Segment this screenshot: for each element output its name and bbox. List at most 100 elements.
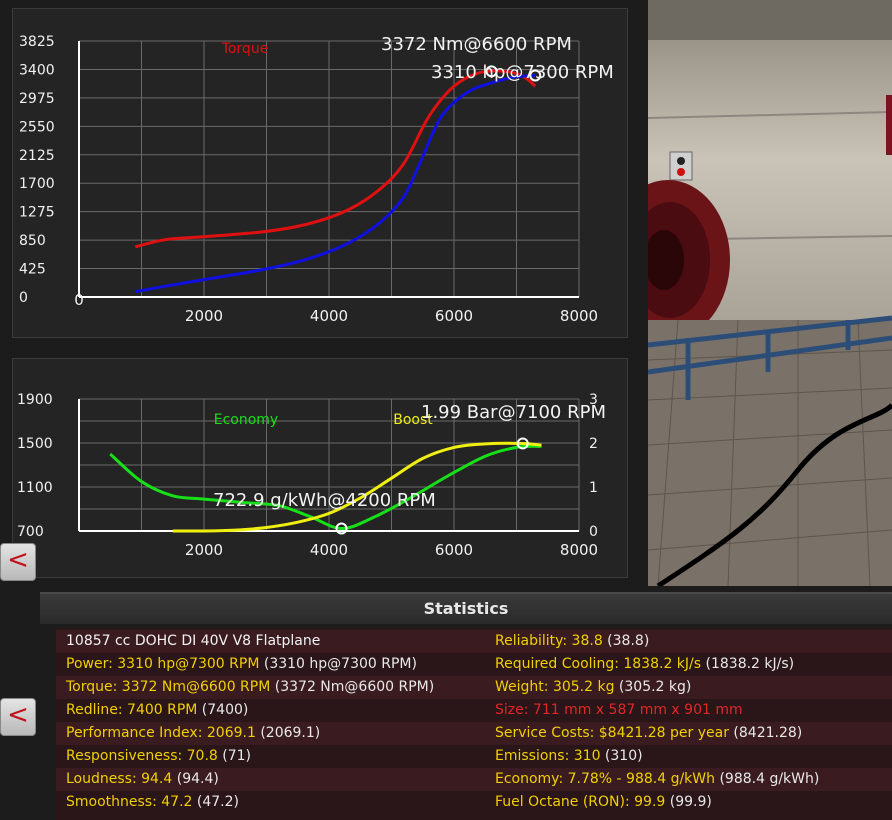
stat-base-value: (38.8) bbox=[602, 633, 650, 649]
stat-row-stripe bbox=[56, 676, 892, 699]
stat-value: Redline: 7400 RPM bbox=[66, 702, 198, 718]
y2-tick-label: 1 bbox=[589, 480, 598, 496]
series-line-power bbox=[134, 73, 536, 294]
x-tick-label: 2000 bbox=[185, 541, 223, 559]
stat-base-value: (2069.1) bbox=[255, 725, 321, 741]
stat-value: Service Costs: $8421.28 per year bbox=[495, 725, 729, 741]
series-line-torque bbox=[134, 69, 537, 249]
stat-value: Loudness: 94.4 bbox=[66, 771, 173, 787]
stat-item: Power: 3310 hp@7300 RPM (3310 hp@7300 RP… bbox=[66, 653, 417, 676]
stat-item: Responsiveness: 70.8 (71) bbox=[66, 745, 251, 768]
stat-row-stripe bbox=[56, 791, 892, 814]
stat-value: Power: 3310 hp@7300 RPM bbox=[66, 656, 260, 672]
stat-base-value: (99.9) bbox=[665, 794, 712, 810]
stat-value: 10857 cc DOHC DI 40V V8 Flatplane bbox=[66, 633, 321, 649]
x-tick-label: 8000 bbox=[560, 541, 598, 559]
stat-value: Required Cooling: 1838.2 kJ/s bbox=[495, 656, 702, 672]
y-tick-label: 3825 bbox=[19, 34, 55, 50]
stat-item: Reliability: 38.8 (38.8) bbox=[495, 630, 649, 653]
x-tick-label: 0 bbox=[74, 291, 84, 309]
stat-base-value: (8421.28) bbox=[728, 725, 803, 741]
torque-power-chart: 0 425 850 1275 1700 2125 2550 2975 3400 3825 0 2000… bbox=[19, 34, 614, 325]
y-tick-label: 2125 bbox=[19, 148, 55, 164]
economy-boost-panel: 700 1100 1500 1900 0 1 2 3 2000 4000 6000 8000 Econo… bbox=[12, 358, 628, 578]
stat-item: Weight: 305.2 kg (305.2 kg) bbox=[495, 676, 691, 699]
power-peak-annotation: 3310 hp@7300 RPM bbox=[431, 62, 614, 83]
stat-value: Weight: 305.2 kg bbox=[495, 679, 615, 695]
x-tick-label: 2000 bbox=[185, 307, 223, 325]
peak-marker bbox=[485, 65, 498, 78]
stat-value: Performance Index: 2069.1 bbox=[66, 725, 256, 741]
stat-item: Fuel Octane (RON): 99.9 (99.9) bbox=[495, 791, 712, 814]
stat-value: Torque: 3372 Nm@6600 RPM bbox=[66, 679, 271, 695]
y-tick-label: 2550 bbox=[19, 119, 55, 135]
stat-row-stripe bbox=[56, 722, 892, 745]
stat-item: Emissions: 310 (310) bbox=[495, 745, 643, 768]
x-tick-label: 4000 bbox=[310, 307, 348, 325]
peak-marker bbox=[335, 522, 348, 535]
stat-item: Torque: 3372 Nm@6600 RPM (3372 Nm@6600 R… bbox=[66, 676, 434, 699]
stat-base-value: (305.2 kg) bbox=[614, 679, 692, 695]
legend-boost: Boost bbox=[393, 412, 433, 428]
stat-value: Fuel Octane (RON): 99.9 bbox=[495, 794, 666, 810]
stat-row-stripe bbox=[56, 768, 892, 791]
stat-row-stripe bbox=[56, 745, 892, 768]
stat-base-value: (1838.2 kJ/s) bbox=[701, 656, 795, 672]
stat-row-stripe bbox=[56, 699, 892, 722]
statistics-title: Statistics bbox=[40, 592, 892, 624]
stat-row-stripe bbox=[56, 653, 892, 676]
stat-base-value: (94.4) bbox=[172, 771, 219, 787]
stat-item: 10857 cc DOHC DI 40V V8 Flatplane bbox=[66, 630, 320, 653]
economy-boost-chart: 700 1100 1500 1900 0 1 2 3 2000 4000 6000 8000 Econo… bbox=[17, 392, 606, 559]
stat-item: Size: 711 mm x 587 mm x 901 mm bbox=[495, 699, 743, 722]
stat-base-value: (988.4 g/kWh) bbox=[715, 771, 820, 787]
stat-value: Smoothness: 47.2 bbox=[66, 794, 193, 810]
peak-marker bbox=[529, 69, 542, 82]
stat-item: Redline: 7400 RPM (7400) bbox=[66, 699, 248, 722]
stat-base-value: (3372 Nm@6600 RPM) bbox=[270, 679, 435, 695]
y-tick-label: 1500 bbox=[17, 436, 53, 452]
legend-torque: Torque bbox=[221, 41, 269, 57]
y-tick-label: 1900 bbox=[17, 392, 53, 408]
stat-value: Reliability: 38.8 bbox=[495, 633, 603, 649]
y-tick-label: 425 bbox=[19, 262, 46, 278]
scene-illustration bbox=[648, 0, 892, 586]
stat-value: Economy: 7.78% - 988.4 g/kWh bbox=[495, 771, 716, 787]
y-tick-label: 2975 bbox=[19, 91, 55, 107]
stat-row-stripe bbox=[56, 630, 892, 653]
peak-marker bbox=[516, 437, 529, 450]
stat-value: Responsiveness: 70.8 bbox=[66, 748, 218, 764]
back-button-charts[interactable]: < bbox=[0, 543, 36, 581]
engine-scene-view bbox=[648, 0, 892, 586]
y2-tick-label: 0 bbox=[589, 524, 598, 540]
stat-item: Performance Index: 2069.1 (2069.1) bbox=[66, 722, 320, 745]
y2-tick-label: 2 bbox=[589, 436, 598, 452]
series-line-economy bbox=[109, 444, 542, 530]
economy-min-annotation: 722.9 g/kWh@4200 RPM bbox=[213, 490, 436, 511]
y-tick-label: 1700 bbox=[19, 176, 55, 192]
stat-item: Smoothness: 47.2 (47.2) bbox=[66, 791, 239, 814]
torque-peak-annotation: 3372 Nm@6600 RPM bbox=[381, 34, 572, 55]
torque-power-panel: 0 425 850 1275 1700 2125 2550 2975 3400 3825 0 2000… bbox=[12, 8, 628, 338]
stat-item: Service Costs: $8421.28 per year (8421.2… bbox=[495, 722, 802, 745]
x-tick-label: 6000 bbox=[435, 307, 473, 325]
x-tick-label: 8000 bbox=[560, 307, 598, 325]
statistics-list: 10857 cc DOHC DI 40V V8 Flatplane Power: … bbox=[56, 628, 892, 820]
back-button-statistics[interactable]: < bbox=[0, 698, 36, 736]
y-tick-label: 700 bbox=[17, 524, 44, 540]
legend-economy: Economy bbox=[214, 412, 278, 428]
x-tick-label: 4000 bbox=[310, 541, 348, 559]
stat-value: Emissions: 310 bbox=[495, 748, 601, 764]
y-tick-label: 1100 bbox=[17, 480, 53, 496]
stat-item: Economy: 7.78% - 988.4 g/kWh (988.4 g/kW… bbox=[495, 768, 819, 791]
stat-item: Loudness: 94.4 (94.4) bbox=[66, 768, 219, 791]
stat-item: Required Cooling: 1838.2 kJ/s (1838.2 kJ… bbox=[495, 653, 794, 676]
x-tick-label: 6000 bbox=[435, 541, 473, 559]
y2-tick-label: 3 bbox=[589, 392, 598, 408]
stat-base-value: (47.2) bbox=[192, 794, 239, 810]
y-tick-label: 3400 bbox=[19, 62, 55, 78]
stat-base-value: (7400) bbox=[197, 702, 249, 718]
stat-base-value: (71) bbox=[217, 748, 252, 764]
stat-base-value: (310) bbox=[600, 748, 643, 764]
y-tick-label: 850 bbox=[19, 233, 46, 249]
